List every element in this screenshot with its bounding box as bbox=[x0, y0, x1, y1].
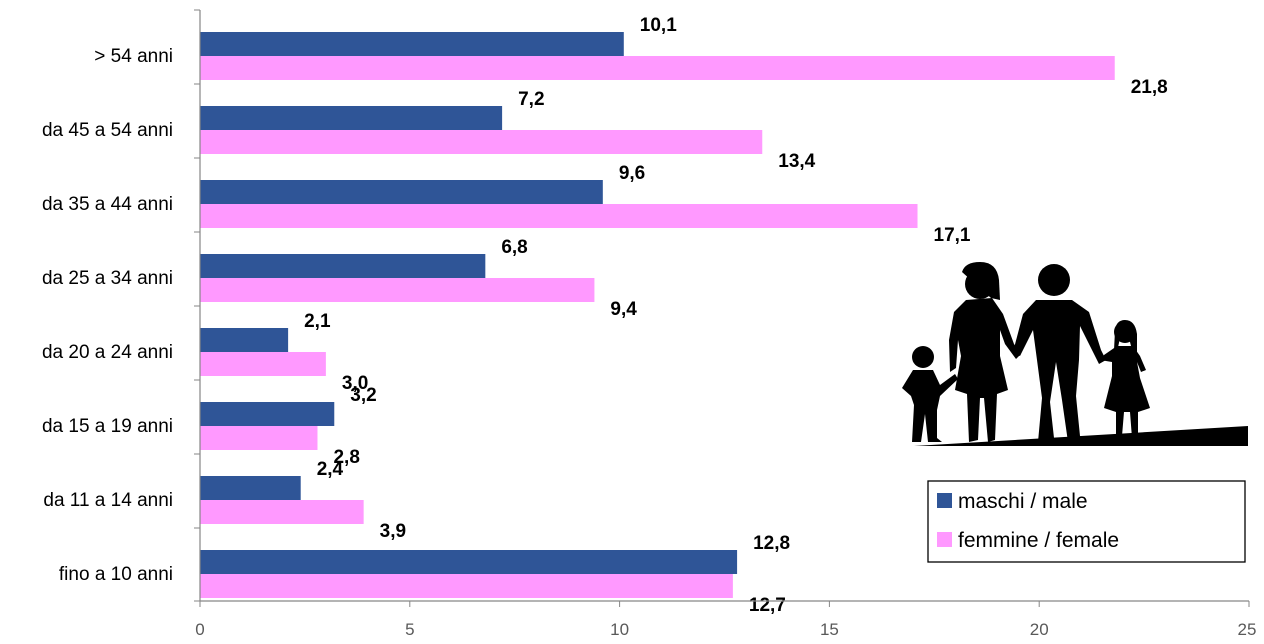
bars-layer bbox=[200, 32, 1115, 598]
x-tick-label: 5 bbox=[405, 620, 414, 639]
x-tick-label: 20 bbox=[1030, 620, 1049, 639]
axes-layer: > 54 anni da 45 a 54 anni da 35 a 44 anni d… bbox=[42, 9, 1257, 639]
category-label-da-45-a-54-anni: da 45 a 54 anni bbox=[42, 120, 173, 141]
data-label-male-fino-a-10-anni: 12,8 bbox=[753, 533, 790, 554]
data-label-female-da-11-a-14-anni: 3,9 bbox=[380, 521, 406, 542]
data-label-male-da-25-a-34-anni: 6,8 bbox=[501, 237, 527, 258]
x-tick-label: 10 bbox=[610, 620, 629, 639]
category-label-da-25-a-34-anni: da 25 a 34 anni bbox=[42, 268, 173, 289]
family-silhouette-icon bbox=[902, 262, 1248, 446]
category-label-da-20-a-24-anni: da 20 a 24 anni bbox=[42, 342, 173, 363]
data-label-female-da-25-a-34-anni: 9,4 bbox=[610, 299, 637, 320]
data-label-female-da-45-a-54-anni: 13,4 bbox=[778, 151, 815, 172]
bar-female-da-45-a-54-anni bbox=[200, 130, 763, 154]
legend-swatch-male bbox=[937, 493, 952, 508]
category-label-da-35-a-44-anni: da 35 a 44 anni bbox=[42, 194, 173, 215]
x-tick-label: 15 bbox=[820, 620, 839, 639]
bar-male-54-anni bbox=[200, 32, 624, 56]
legend-swatch-female bbox=[937, 532, 952, 547]
bar-female-54-anni bbox=[200, 56, 1115, 80]
data-label-female-54-anni: 21,8 bbox=[1131, 77, 1168, 98]
legend-label-female: femmine / female bbox=[958, 529, 1119, 552]
data-label-male-da-11-a-14-anni: 2,4 bbox=[317, 459, 344, 480]
category-label-da-11-a-14-anni: da 11 a 14 anni bbox=[43, 490, 173, 511]
data-label-male-da-45-a-54-anni: 7,2 bbox=[518, 89, 544, 110]
data-label-female-da-20-a-24-anni: 3,0 bbox=[342, 373, 368, 394]
data-label-male-da-20-a-24-anni: 2,1 bbox=[304, 311, 331, 332]
category-label-54-anni: > 54 anni bbox=[94, 46, 173, 67]
bar-female-da-35-a-44-anni bbox=[200, 204, 918, 228]
bar-female-fino-a-10-anni bbox=[200, 574, 733, 598]
bar-male-fino-a-10-anni bbox=[200, 550, 738, 574]
x-tick-label: 0 bbox=[195, 620, 204, 639]
bar-male-da-45-a-54-anni bbox=[200, 106, 503, 130]
bar-female-da-20-a-24-anni bbox=[200, 352, 326, 376]
category-label-da-15-a-19-anni: da 15 a 19 anni bbox=[42, 416, 173, 437]
bar-female-da-11-a-14-anni bbox=[200, 500, 364, 524]
legend-label-male: maschi / male bbox=[958, 490, 1088, 513]
legend-box bbox=[927, 480, 1246, 563]
bar-male-da-11-a-14-anni bbox=[200, 476, 301, 500]
bar-female-da-25-a-34-anni bbox=[200, 278, 595, 302]
bar-female-da-15-a-19-anni bbox=[200, 426, 318, 450]
data-label-female-da-35-a-44-anni: 17,1 bbox=[934, 225, 971, 246]
bar-male-da-35-a-44-anni bbox=[200, 180, 603, 204]
category-label-fino-a-10-anni: fino a 10 anni bbox=[59, 564, 173, 585]
bar-male-da-15-a-19-anni bbox=[200, 402, 335, 426]
data-label-male-da-15-a-19-anni: 3,2 bbox=[350, 385, 376, 406]
data-label-female-da-15-a-19-anni: 2,8 bbox=[333, 447, 359, 468]
data-label-male-54-anni: 10,1 bbox=[640, 15, 677, 36]
legend: maschi / male femmine / female bbox=[927, 480, 1246, 563]
labels-layer: 10,1 21,8 7,2 13,4 9,6 17,1 6,8 9,4 2,1 3,03,2 2,8… bbox=[304, 15, 1168, 616]
data-label-female-fino-a-10-anni: 12,7 bbox=[749, 595, 786, 616]
x-tick-label: 25 bbox=[1238, 620, 1257, 639]
bar-male-da-25-a-34-anni bbox=[200, 254, 486, 278]
data-label-male-da-35-a-44-anni: 9,6 bbox=[619, 163, 645, 184]
bar-male-da-20-a-24-anni bbox=[200, 328, 289, 352]
